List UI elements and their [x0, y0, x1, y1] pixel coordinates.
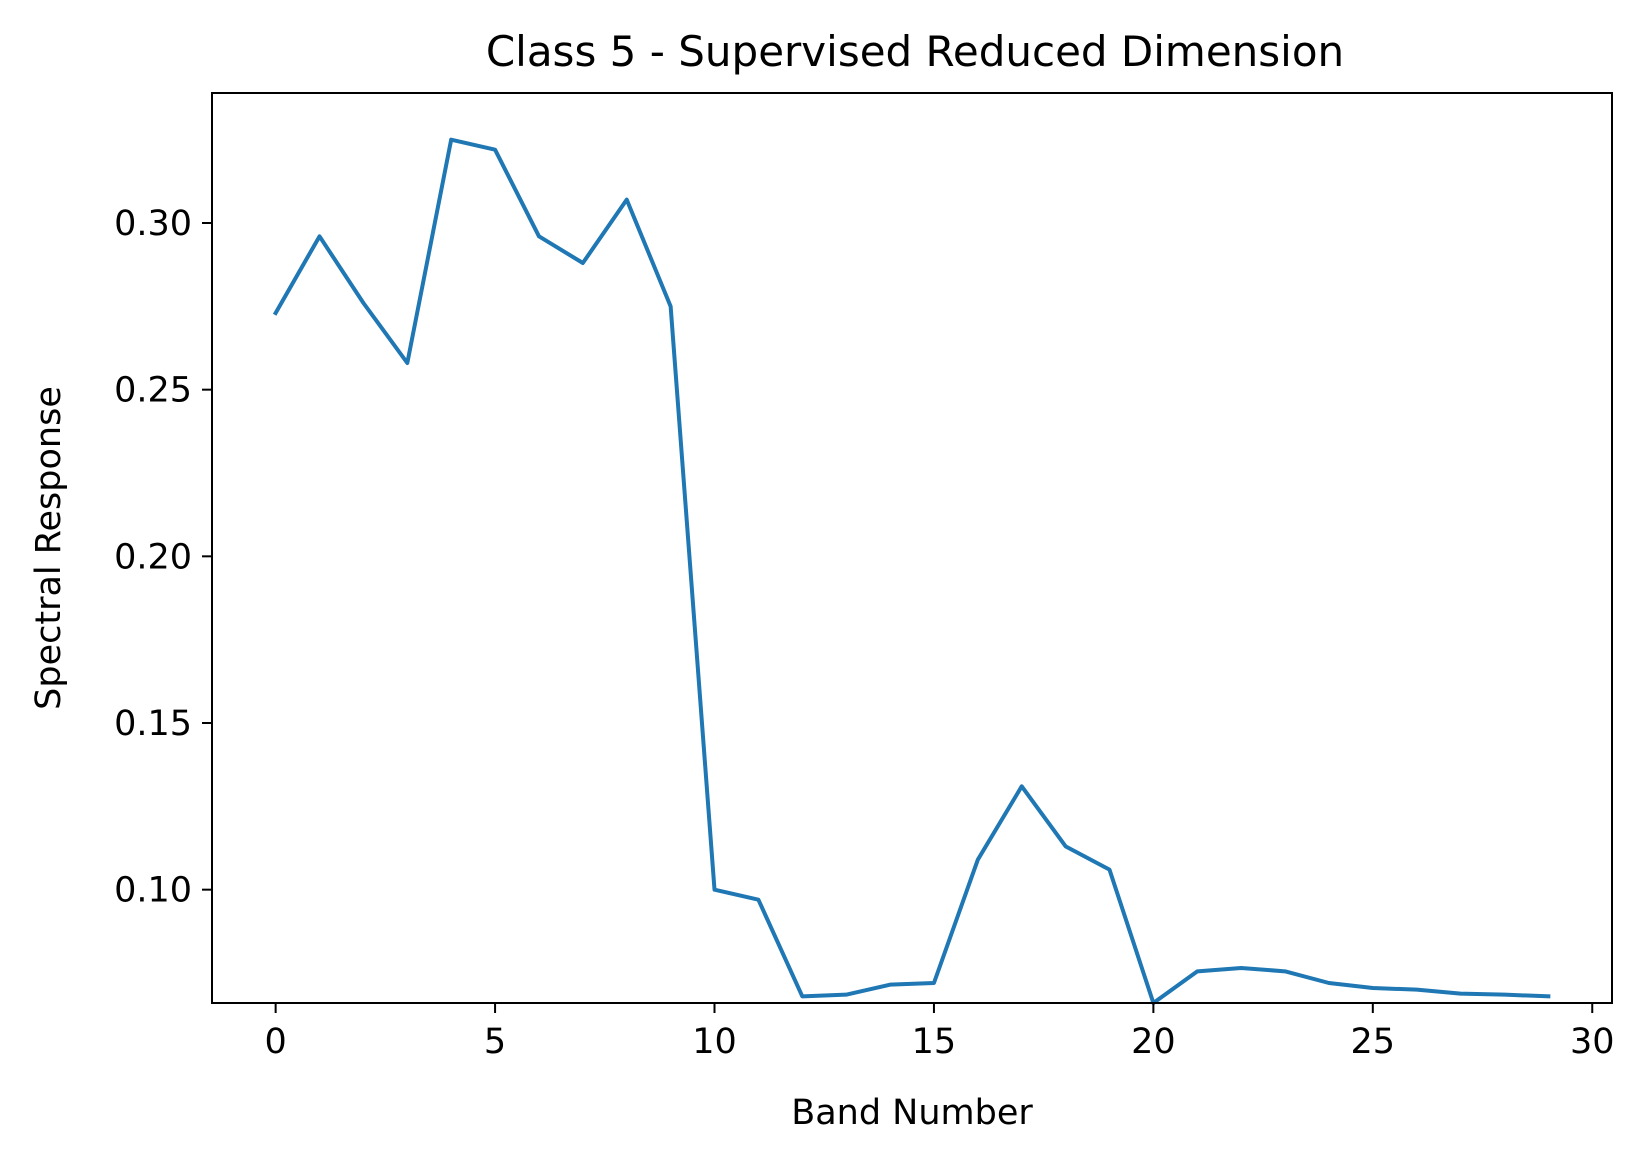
plot-area [272, 137, 1551, 1005]
x-axis: 0 5 10 15 20 25 30 [264, 1003, 1615, 1062]
x-tick-label: 25 [1351, 1022, 1396, 1062]
y-tick-label: 0.15 [114, 704, 192, 744]
y-tick-label: 0.25 [114, 371, 192, 411]
x-tick-label: 5 [484, 1022, 506, 1062]
series-line-0 [272, 137, 1551, 1005]
y-tick-label: 0.30 [114, 204, 192, 244]
y-axis-label: Spectral Response [29, 386, 69, 710]
x-tick-label: 30 [1570, 1022, 1615, 1062]
x-tick-label: 20 [1131, 1022, 1176, 1062]
axes-frame [211, 92, 1613, 1004]
x-tick-label: 0 [264, 1022, 286, 1062]
y-tick-label: 0.10 [114, 871, 192, 911]
chart-title: Class 5 - Supervised Reduced Dimension [486, 27, 1344, 76]
x-axis-label: Band Number [791, 1093, 1033, 1133]
y-axis: 0.10 0.15 0.20 0.25 0.30 [114, 204, 212, 911]
x-tick-label: 15 [912, 1022, 957, 1062]
x-tick-label: 10 [692, 1022, 737, 1062]
y-tick-label: 0.20 [114, 537, 192, 577]
